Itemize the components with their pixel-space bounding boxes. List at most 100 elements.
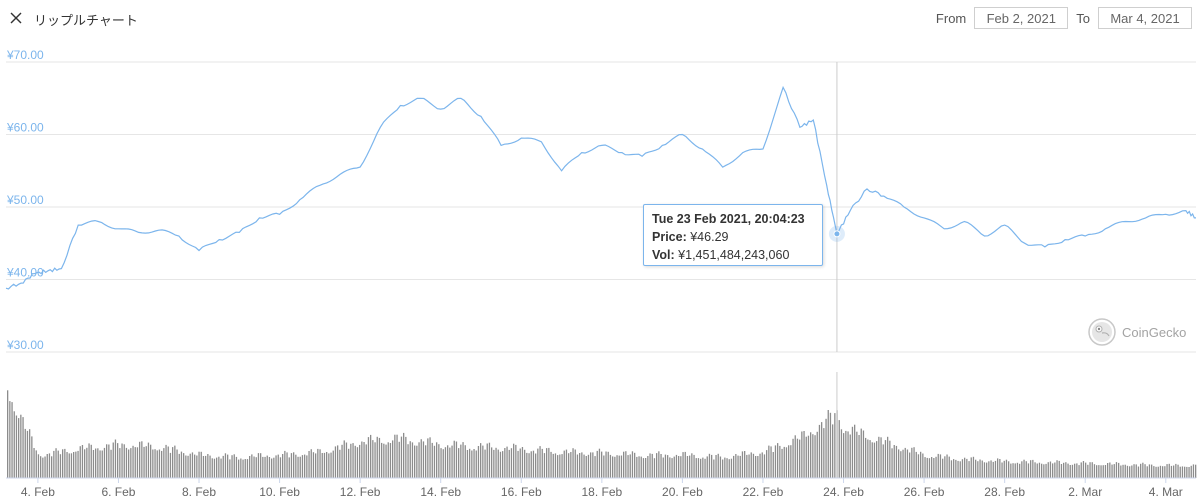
volume-bar: [1045, 463, 1047, 478]
volume-bar: [407, 444, 409, 478]
volume-bar: [906, 449, 909, 478]
volume-bar: [460, 444, 462, 478]
volume-bar: [757, 456, 759, 478]
volume-bar: [255, 457, 257, 478]
volume-bar: [438, 444, 440, 478]
from-date-input[interactable]: [974, 7, 1069, 29]
volume-bar: [1041, 463, 1043, 478]
volume-bar: [20, 414, 22, 478]
volume-bar: [26, 430, 29, 478]
volume-bar: [777, 443, 779, 478]
volume-bar: [497, 449, 499, 478]
volume-bar: [77, 450, 79, 478]
volume-bar: [332, 450, 334, 478]
volume-bar: [862, 430, 865, 478]
volume-bar: [598, 448, 601, 478]
volume-bar: [1190, 465, 1192, 478]
grid-lines: [6, 61, 1196, 353]
volume-bar: [873, 442, 876, 478]
volume-bar: [422, 441, 425, 478]
volume-bar: [213, 458, 216, 478]
volume-bar: [821, 422, 823, 478]
volume-bar: [832, 424, 834, 478]
volume-bar: [414, 445, 416, 478]
volume-bar: [1177, 464, 1179, 478]
chart-title: リップルチャート: [34, 13, 138, 28]
volume-bar: [924, 457, 926, 478]
volume-bar: [1025, 461, 1027, 478]
volume-bar: [746, 454, 748, 478]
volume-bar: [788, 445, 790, 478]
volume-bar: [860, 428, 862, 478]
volume-bar: [1188, 467, 1190, 478]
volume-bar: [1023, 459, 1025, 478]
volume-bar: [458, 448, 460, 478]
volume-bar: [1164, 466, 1166, 478]
volume-bar: [350, 443, 352, 478]
volume-bar: [1155, 466, 1157, 478]
volume-bar: [427, 438, 429, 478]
volume-bar: [370, 434, 372, 478]
volume-bar: [493, 449, 495, 478]
volume-bar: [244, 459, 246, 478]
volume-bar: [827, 410, 829, 478]
volume-bar: [1047, 462, 1049, 478]
volume-bar: [741, 451, 744, 478]
volume-bar: [491, 447, 493, 478]
volume-bar: [123, 444, 125, 478]
volume-bar: [381, 442, 383, 478]
volume-bar: [623, 451, 625, 478]
volume-bar: [416, 445, 418, 478]
volume-bar: [909, 452, 911, 478]
close-icon[interactable]: [8, 10, 24, 26]
volume-bar: [750, 452, 752, 478]
volume-bar: [1135, 464, 1137, 478]
volume-bar: [590, 452, 592, 478]
volume-bar: [1019, 463, 1021, 478]
volume-bar: [1038, 462, 1041, 478]
volume-bar: [689, 455, 691, 478]
volume-bar: [218, 456, 220, 478]
volume-bar: [843, 433, 845, 478]
volume-bar: [341, 444, 343, 478]
volume-bar: [583, 454, 585, 478]
volume-bar: [1010, 463, 1012, 478]
volume-bar: [343, 440, 345, 478]
volume-bar: [546, 448, 548, 478]
x-tick-label: 12. Feb: [340, 485, 381, 499]
volume-bar: [840, 429, 843, 478]
volume-bar: [882, 444, 884, 478]
volume-bar: [898, 449, 900, 478]
volume-bar: [183, 453, 185, 478]
volume-bar: [86, 447, 88, 478]
volume-bar: [526, 452, 528, 478]
volume-bar: [537, 448, 539, 478]
y-tick-label: ¥70.00: [6, 48, 44, 62]
volume-bar: [1036, 463, 1038, 478]
volume-bar: [189, 453, 191, 478]
volume-bar: [376, 436, 378, 478]
volume-bar: [572, 448, 574, 478]
volume-bar: [682, 452, 684, 478]
volume-bar: [642, 458, 645, 478]
volume-bar: [246, 459, 249, 478]
volume-bar: [942, 458, 944, 478]
to-date-input[interactable]: [1098, 7, 1192, 29]
volume-bar: [57, 450, 59, 478]
volume-bar: [799, 439, 801, 478]
volume-bar: [847, 431, 849, 478]
volume-bar: [152, 449, 154, 478]
volume-bar: [196, 455, 198, 478]
volume-bar: [229, 459, 231, 478]
x-tick-label: 8. Feb: [182, 485, 216, 499]
volume-bar: [889, 440, 891, 478]
volume-bar: [601, 451, 603, 478]
volume-bar: [634, 452, 636, 478]
volume-bar: [1159, 465, 1162, 478]
volume-bar: [581, 452, 583, 478]
volume-bar: [1122, 464, 1124, 478]
volume-bar: [306, 455, 308, 478]
volume-bar: [46, 454, 48, 478]
volume-bar: [735, 454, 737, 478]
